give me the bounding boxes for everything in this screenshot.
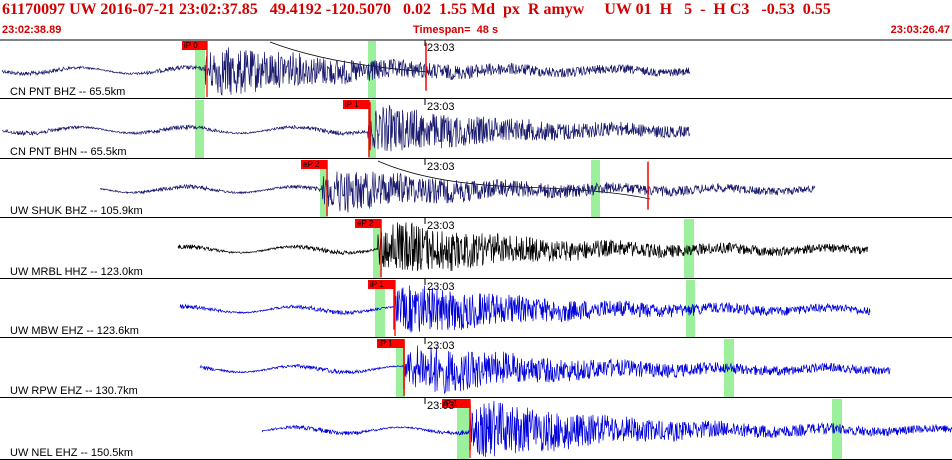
waveform-trace[interactable] [1,105,691,152]
trace-panel[interactable]: iP 1 23:03 UW RPW EHZ -- 130.7km [0,338,952,398]
time-tick-label: 23:03 [427,281,455,293]
trace-panel[interactable]: eP 2 23:03 UW MRBL HHZ -- 123.0km [0,218,952,279]
waveform-trace[interactable] [261,400,952,458]
time-window-marker [686,280,695,337]
event-header: 61170097 UW 2016-07-21 23:02:37.85 49.41… [0,0,952,40]
time-tick-label: 23:03 [427,400,455,412]
phase-pick-label: iP 0 [184,41,198,50]
time-tick-label: 23:03 [427,340,455,352]
station-label: UW RPW EHZ -- 130.7km [10,385,138,397]
time-window-marker [368,100,376,158]
phase-pick-flag[interactable] [355,219,381,228]
time-window-marker [396,339,405,397]
start-time: 23:02:38.89 [2,24,62,36]
trace-panel[interactable]: iP 1 23:03 CN PNT BHN -- 65.5km [0,99,952,159]
waveform-trace[interactable] [99,171,816,213]
station-label: UW MBW EHZ -- 123.6km [10,325,139,337]
phase-pick-label: eP 2 [303,160,320,169]
phase-pick-flag[interactable] [343,100,369,109]
time-window-marker [195,100,204,158]
time-tick-label: 23:03 [427,101,455,113]
phase-pick-flag[interactable] [442,399,470,408]
station-label: CN PNT BHZ -- 65.5km [10,86,125,98]
phase-pick-flag[interactable] [368,280,395,289]
station-label: UW SHUK BHZ -- 105.9km [10,205,143,217]
event-title: 61170097 UW 2016-07-21 23:02:37.85 49.41… [2,1,831,18]
phase-pick-label: iP 1 [444,399,458,408]
phase-pick-label: iP 1 [345,100,359,109]
phase-pick-flag[interactable] [182,41,207,50]
trace-panel[interactable]: iP 0 23:03 CN PNT BHZ -- 65.5km [0,40,952,99]
phase-pick-flag[interactable] [301,160,327,169]
waveform-trace[interactable] [177,222,869,272]
time-tick-label: 23:03 [427,42,455,54]
phase-pick-flag[interactable] [377,339,404,348]
phase-pick-label: iP 1 [370,280,384,289]
time-window-marker [375,280,385,337]
waveform-trace[interactable] [1,47,691,96]
waveform-trace[interactable] [199,345,891,395]
travel-time-curve [377,160,651,200]
station-label: CN PNT BHN -- 65.5km [10,146,127,158]
trace-panel[interactable]: eP 2 23:03 UW SHUK BHZ -- 105.9km [0,159,952,218]
time-tick-label: 23:03 [427,220,455,232]
trace-panel[interactable]: iP 1 23:03 UW MBW EHZ -- 123.6km [0,279,952,338]
phase-pick-label: iP 1 [379,339,393,348]
station-label: UW MRBL HHZ -- 123.0km [10,266,143,278]
phase-pick-label: eP 2 [357,219,374,228]
timespan: Timespan= 48 s [413,24,499,36]
end-time: 23:03:26.47 [890,24,950,36]
trace-panel[interactable]: iP 123:03 UW NEL EHZ -- 150.5km [0,398,952,460]
station-label: UW NEL EHZ -- 150.5km [10,447,133,459]
waveform-trace[interactable] [179,285,871,333]
time-window-marker [457,399,469,459]
time-tick-label: 23:03 [427,161,455,173]
